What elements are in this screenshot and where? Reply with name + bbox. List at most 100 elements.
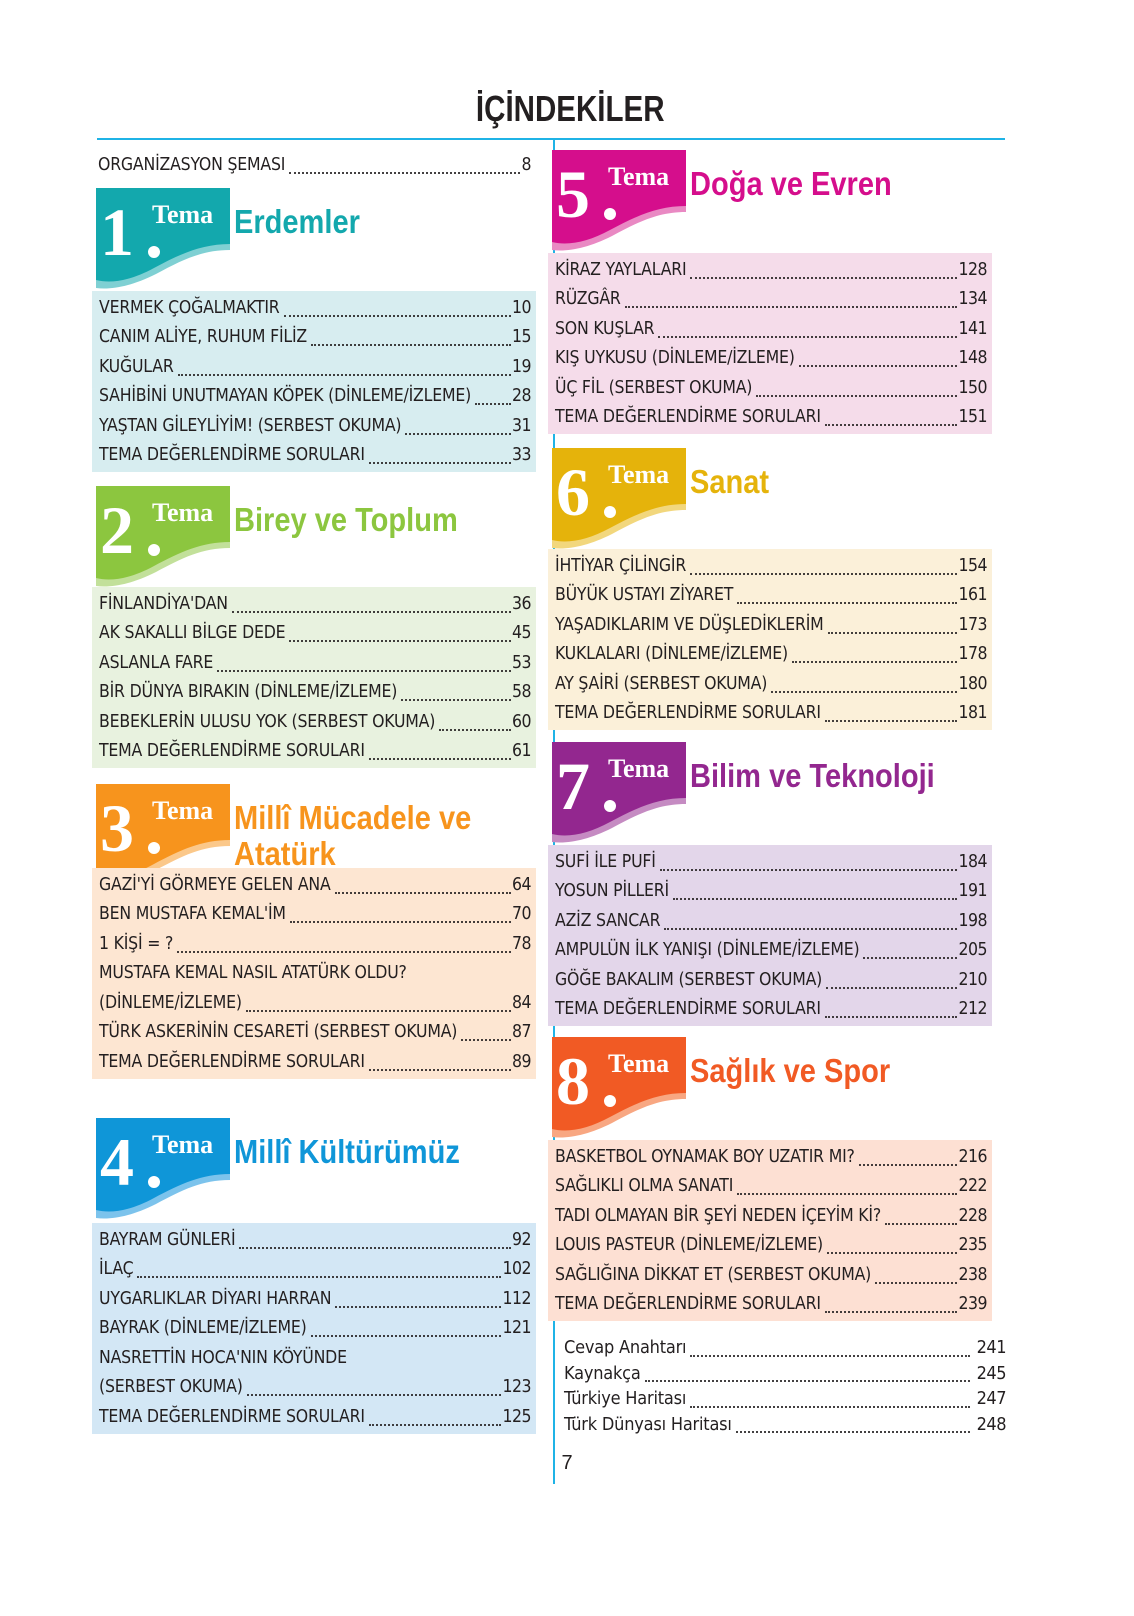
theme-title[interactable]: Birey ve Toplum <box>234 502 458 538</box>
toc-entry[interactable]: SAĞLIKLI OLMA SANATI 222 <box>548 1172 992 1202</box>
toc-entry[interactable]: GAZİ'Yİ GÖRMEYE GELEN ANA 64 <box>92 870 536 900</box>
theme-title[interactable]: Millî Mücadele ve Atatürk <box>234 800 471 872</box>
toc-entry[interactable]: TEMA DEĞERLENDİRME SORULARI 125 <box>92 1402 536 1432</box>
toc-entry[interactable]: TEMA DEĞERLENDİRME SORULARI 239 <box>548 1290 992 1320</box>
toc-entry[interactable]: BÜYÜK USTAYI ZİYARET 161 <box>548 581 992 611</box>
toc-entry[interactable]: BAYRAM GÜNLERİ 92 <box>92 1225 536 1255</box>
theme-title[interactable]: Millî Kültürümüz <box>234 1134 460 1170</box>
toc-entry[interactable]: BAYRAK (DİNLEME/İZLEME) 121 <box>92 1314 536 1344</box>
toc-entry[interactable]: KIŞ UYKUSU (DİNLEME/İZLEME) 148 <box>548 344 992 374</box>
entry-label: UYGARLIKLAR DİYARI HARRAN <box>99 1288 332 1309</box>
dot-leader <box>239 1237 511 1249</box>
toc-entry[interactable]: (DİNLEME/İZLEME) 84 <box>92 988 536 1018</box>
toc-entry[interactable]: İLAÇ 102 <box>92 1255 536 1285</box>
appendix-entry[interactable]: Türkiye Haritası 247 <box>558 1386 1008 1412</box>
dot-leader <box>310 1325 502 1338</box>
theme-title-line: Bilim ve Teknoloji <box>690 757 935 794</box>
appendix-entry[interactable]: Cevap Anahtarı 241 <box>558 1335 1008 1361</box>
toc-entry[interactable]: CANIM ALİYE, RUHUM FİLİZ 15 <box>92 323 536 353</box>
toc-entry[interactable]: ÜÇ FİL (SERBEST OKUMA) 150 <box>548 373 992 403</box>
toc-entry[interactable]: AMPULÜN İLK YANIŞI (DİNLEME/İZLEME) 205 <box>548 936 992 966</box>
entry-label: YOSUN PİLLERİ <box>555 881 669 902</box>
theme-number: 4 <box>100 1124 134 1200</box>
dot-leader <box>401 689 511 702</box>
toc-entry[interactable]: AK SAKALLI BİLGE DEDE 45 <box>92 619 536 649</box>
toc-entry[interactable]: KİRAZ YAYLALARI 128 <box>548 255 992 285</box>
entry-page: 148 <box>958 348 987 369</box>
toc-entry[interactable]: GÖĞE BAKALIM (SERBEST OKUMA) 210 <box>548 965 992 995</box>
theme-entry-list: BAYRAM GÜNLERİ 92 İLAÇ 102 UYGARLIKLAR D… <box>92 1223 536 1434</box>
appendix-entry[interactable]: Kaynakça 245 <box>558 1361 1008 1387</box>
toc-entry[interactable]: AY ŞAİRİ (SERBEST OKUMA) 180 <box>548 669 992 699</box>
toc-entry[interactable]: NASRETTİN HOCA'NIN KÖYÜNDE <box>92 1343 536 1373</box>
toc-entry[interactable]: ASLANLA FARE 53 <box>92 648 536 678</box>
toc-entry[interactable]: 1 KİŞİ = ? 78 <box>92 929 536 959</box>
toc-entry[interactable]: YOSUN PİLLERİ 191 <box>548 877 992 907</box>
toc-entry[interactable]: BEN MUSTAFA KEMAL'İM 70 <box>92 900 536 930</box>
entry-label: VERMEK ÇOĞALMAKTIR <box>99 297 280 318</box>
entry-label: İHTİYAR ÇİLİNGİR <box>555 555 687 576</box>
page-title: İÇİNDEKİLER <box>475 88 665 129</box>
toc-entry[interactable]: TÜRK ASKERİNİN CESARETİ (SERBEST OKUMA) … <box>92 1018 536 1048</box>
dot-leader <box>798 355 958 368</box>
toc-entry[interactable]: SAHİBİNİ UNUTMAYAN KÖPEK (DİNLEME/İZLEME… <box>92 382 536 412</box>
toc-entry[interactable]: BİR DÜNYA BIRAKIN (DİNLEME/İZLEME) 58 <box>92 678 536 708</box>
entry-page: 161 <box>958 585 987 606</box>
toc-entry[interactable]: TEMA DEĞERLENDİRME SORULARI 61 <box>92 737 536 767</box>
toc-entry[interactable]: AZİZ SANCAR 198 <box>548 906 992 936</box>
toc-entry[interactable]: SON KUŞLAR 141 <box>548 314 992 344</box>
toc-entry[interactable]: MUSTAFA KEMAL NASIL ATATÜRK OLDU? <box>92 959 536 989</box>
theme-number: 6 <box>556 454 590 530</box>
dot-leader <box>792 651 958 664</box>
toc-entry[interactable]: TEMA DEĞERLENDİRME SORULARI 151 <box>548 403 992 433</box>
dot-leader <box>824 1301 958 1314</box>
entry-label: 1 KİŞİ = ? <box>99 933 174 954</box>
toc-entry[interactable]: LOUIS PASTEUR (DİNLEME/İZLEME) 235 <box>548 1231 992 1261</box>
theme-title-line: Millî Kültürümüz <box>234 1133 460 1170</box>
entry-label: FİNLANDİYA'DAN <box>99 593 228 614</box>
theme-title[interactable]: Bilim ve Teknoloji <box>690 758 935 794</box>
toc-entry[interactable]: RÜZGÂR 134 <box>548 285 992 315</box>
entry-page: 248 <box>976 1413 1007 1435</box>
toc-entry[interactable]: TEMA DEĞERLENDİRME SORULARI 33 <box>92 441 536 471</box>
toc-entry[interactable]: YAŞADIKLARIM VE DÜŞLEDİKLERİM 173 <box>548 610 992 640</box>
toc-entry[interactable]: İHTİYAR ÇİLİNGİR 154 <box>548 551 992 581</box>
entry-label: YAŞADIKLARIM VE DÜŞLEDİKLERİM <box>555 614 824 635</box>
page-number: 7 <box>561 1452 573 1474</box>
toc-entry[interactable]: (SERBEST OKUMA) 123 <box>92 1373 536 1403</box>
toc-entry[interactable]: TEMA DEĞERLENDİRME SORULARI 212 <box>548 995 992 1025</box>
toc-entry[interactable]: BASKETBOL OYNAMAK BOY UZATIR MI? 216 <box>548 1142 992 1172</box>
entry-page: 241 <box>976 1337 1007 1359</box>
entry-label: SAĞLIKLI OLMA SANATI <box>555 1176 734 1197</box>
toc-entry[interactable]: SAĞLIĞINA DİKKAT ET (SERBEST OKUMA) 238 <box>548 1260 992 1290</box>
toc-entry[interactable]: TEMA DEĞERLENDİRME SORULARI 181 <box>548 699 992 729</box>
toc-entry[interactable]: TADI OLMAYAN BİR ŞEYİ NEDEN İÇEYİM Kİ? 2… <box>548 1201 992 1231</box>
theme-title[interactable]: Sanat <box>690 464 769 500</box>
toc-entry[interactable]: SUFİ İLE PUFİ 184 <box>548 847 992 877</box>
entry-page: 184 <box>958 851 987 872</box>
appendix-entry[interactable]: Türk Dünyası Haritası 248 <box>558 1412 1008 1438</box>
toc-entry[interactable]: TEMA DEĞERLENDİRME SORULARI 89 <box>92 1047 536 1077</box>
toc-entry[interactable]: BEBEKLERİN ULUSU YOK (SERBEST OKUMA) 60 <box>92 707 536 737</box>
entry-page: 128 <box>958 259 987 280</box>
dot-leader <box>177 941 511 953</box>
dot-leader <box>690 1345 970 1357</box>
entry-page: 239 <box>958 1294 987 1315</box>
entry-page: 53 <box>511 652 532 673</box>
entry-page: 33 <box>511 445 532 466</box>
toc-entry[interactable]: UYGARLIKLAR DİYARI HARRAN 112 <box>92 1284 536 1314</box>
theme-entry-list: VERMEK ÇOĞALMAKTIR 10 CANIM ALİYE, RUHUM… <box>92 291 536 472</box>
theme-badge: 5 Tema <box>548 150 686 254</box>
theme-title[interactable]: Sağlık ve Spor <box>690 1053 890 1089</box>
theme-title[interactable]: Doğa ve Evren <box>690 166 892 202</box>
toc-entry[interactable]: KUKLALARI (DİNLEME/İZLEME) 178 <box>548 640 992 670</box>
toc-entry[interactable]: FİNLANDİYA'DAN 36 <box>92 589 536 619</box>
theme-title[interactable]: Erdemler <box>234 204 360 240</box>
number-dot <box>604 800 616 812</box>
toc-entry[interactable]: KUĞULAR 19 <box>92 352 536 382</box>
wave-banner-icon <box>96 1118 230 1219</box>
entry-label: TEMA DEĞERLENDİRME SORULARI <box>99 445 365 466</box>
toc-entry[interactable]: VERMEK ÇOĞALMAKTIR 10 <box>92 293 536 323</box>
toc-entry[interactable]: ORGANİZASYON ŞEMASI 8 <box>92 152 536 178</box>
toc-entry[interactable]: YAŞTAN GİLEYLİYİM! (SERBEST OKUMA) 31 <box>92 411 536 441</box>
